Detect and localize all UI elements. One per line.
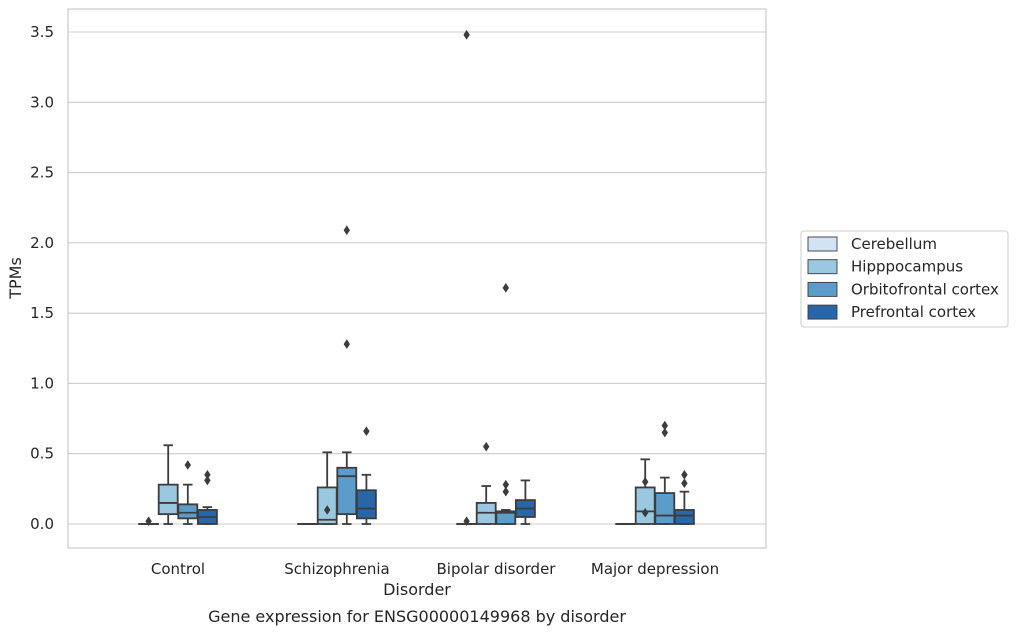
chart-caption: Gene expression for ENSG00000149968 by d…	[208, 607, 626, 626]
legend-label: Prefrontal cortex	[851, 303, 976, 321]
x-tick-label: Major depression	[591, 560, 719, 578]
outlier-point	[681, 470, 688, 480]
outlier-point	[502, 479, 509, 490]
y-tick-label: 2.5	[30, 164, 54, 182]
x-tick-label: Bipolar disorder	[437, 560, 557, 578]
outlier-point	[502, 486, 509, 497]
box-marks	[138, 30, 695, 526]
box-group	[475, 441, 497, 525]
outlier-point	[145, 516, 152, 526]
y-tick-label: 1.5	[30, 304, 54, 322]
outlier-point	[463, 516, 470, 526]
x-tick-label: Schizophrenia	[284, 560, 389, 578]
y-tick-label: 0.5	[30, 445, 54, 463]
outlier-point	[642, 507, 649, 518]
box-group	[634, 458, 656, 525]
outlier-point	[483, 441, 490, 452]
outlier-point	[343, 225, 350, 236]
legend-swatch	[807, 281, 838, 297]
legend-items: Cerebellum Hipppocampus Orbitofrontal cort…	[807, 235, 999, 321]
box-group	[355, 426, 377, 525]
outlier-point	[204, 470, 211, 480]
legend: Cerebellum Hipppocampus Orbitofrontal cort…	[800, 230, 1009, 328]
x-axis-title: Disorder	[383, 580, 451, 599]
box-group	[177, 460, 199, 525]
box-group	[515, 479, 536, 525]
outlier-point	[661, 427, 668, 438]
legend-frame	[800, 230, 1009, 328]
box-group	[316, 451, 338, 525]
y-tick-label: 0.0	[30, 515, 54, 533]
outlier-point	[343, 339, 350, 349]
outlier-point	[184, 460, 191, 470]
box-group	[196, 470, 218, 525]
box	[177, 503, 199, 520]
outlier-point	[681, 478, 688, 489]
legend-swatch	[807, 236, 838, 252]
box-group	[138, 516, 160, 526]
outlier-point	[661, 420, 668, 431]
y-axis-title: TPMs	[6, 257, 25, 300]
legend-swatch	[807, 304, 838, 320]
box	[355, 489, 377, 520]
box	[157, 483, 179, 516]
legend-label: Hipppocampus	[851, 258, 963, 276]
box-group	[674, 470, 695, 525]
box	[654, 492, 676, 525]
box	[336, 466, 358, 516]
legend-label: Cerebellum	[851, 235, 937, 253]
legend-swatch	[807, 259, 838, 275]
y-tick-label: 2.0	[30, 234, 54, 252]
outlier-point	[363, 426, 370, 437]
box-group	[336, 225, 358, 525]
box-group	[157, 444, 179, 525]
legend-label: Orbitofrontal cortex	[851, 280, 999, 298]
outlier-point	[204, 475, 211, 486]
x-axis-ticks: Control Schizophrenia Bipolar disorder Majo…	[151, 560, 719, 578]
y-tick-label: 3.0	[30, 93, 54, 111]
outlier-point	[463, 30, 470, 40]
box	[634, 486, 656, 525]
box-group	[495, 283, 517, 525]
x-tick-label: Control	[151, 560, 205, 578]
plot-area-frame	[67, 8, 767, 549]
y-tick-label: 3.5	[30, 23, 54, 41]
outlier-point	[502, 283, 509, 293]
y-axis-ticks: 0.0 0.5 1.0 1.5 2.0 2.5 3.0 3.5	[30, 23, 54, 533]
grid-lines	[68, 31, 766, 525]
box-group	[456, 30, 478, 526]
outlier-point	[324, 505, 331, 515]
box	[674, 509, 695, 525]
box-group	[654, 420, 676, 525]
outlier-point	[642, 477, 649, 487]
y-tick-label: 1.0	[30, 374, 54, 392]
